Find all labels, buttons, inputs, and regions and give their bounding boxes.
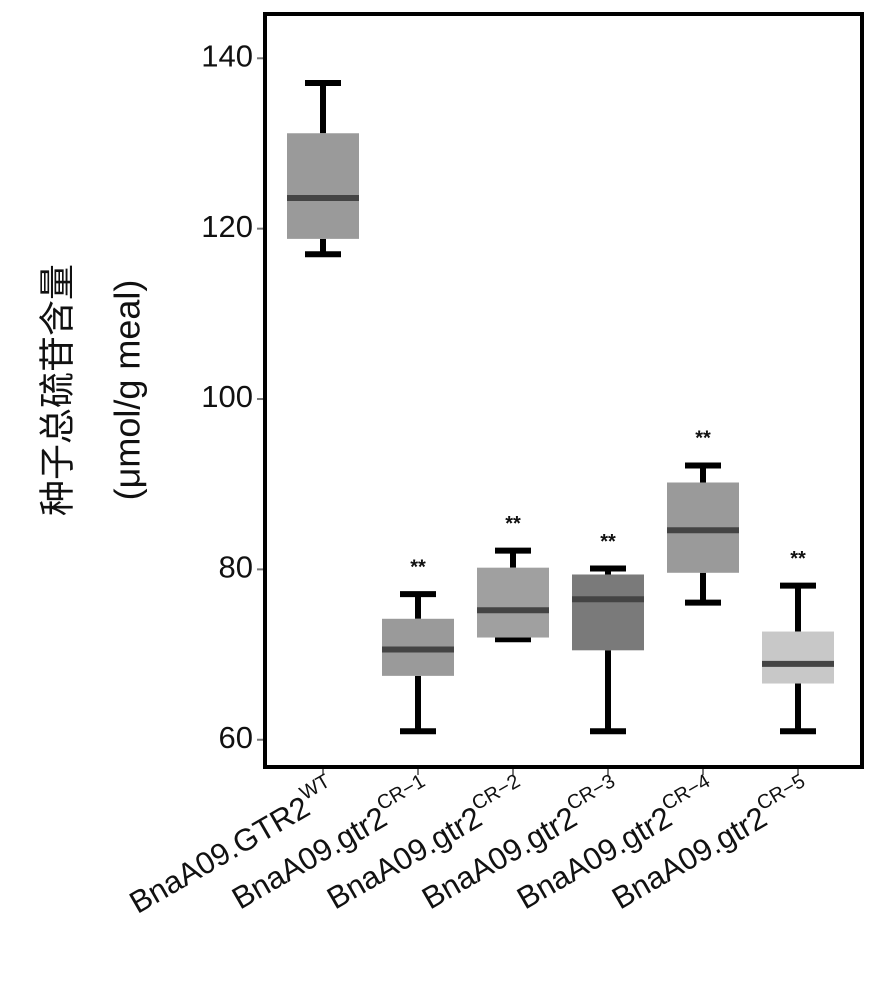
y-tick-label: 100 xyxy=(201,379,253,414)
box xyxy=(477,567,549,638)
annotation: ** xyxy=(505,513,521,535)
category-superscript: CR−4 xyxy=(658,770,714,815)
y-tick-label: 120 xyxy=(201,209,253,244)
category-superscript: CR−5 xyxy=(753,770,809,815)
box xyxy=(287,133,359,239)
y-tick-label: 140 xyxy=(201,38,253,73)
annotation: ** xyxy=(790,548,806,570)
category-superscript: CR−3 xyxy=(563,770,619,815)
annotation: ** xyxy=(695,428,711,450)
annotation: ** xyxy=(600,531,616,553)
y-tick-label: 60 xyxy=(219,720,253,755)
y-tick-label: 80 xyxy=(219,550,253,585)
category-superscript: CR−1 xyxy=(373,770,429,815)
plot-frame xyxy=(263,12,864,769)
box xyxy=(762,631,834,684)
y-axis-title: 种子总硫苷含量 (μmol/g meal) xyxy=(37,264,148,516)
y-label-line: 种子总硫苷含量 xyxy=(37,264,78,516)
annotation: ** xyxy=(410,556,426,578)
category-superscript: CR−2 xyxy=(468,770,524,815)
y-label-line: (μmol/g meal) xyxy=(107,280,148,501)
box xyxy=(572,574,644,651)
